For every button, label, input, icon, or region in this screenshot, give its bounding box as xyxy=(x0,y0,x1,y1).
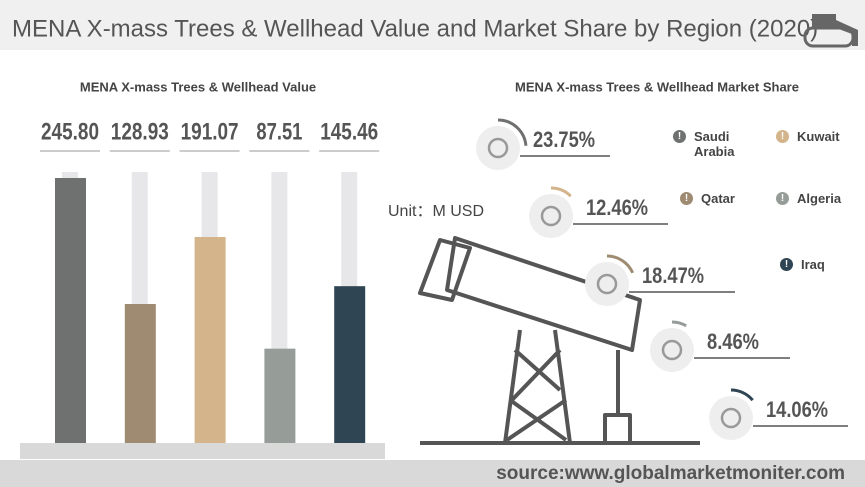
page-title: MENA X-mass Trees & Wellhead Value and M… xyxy=(12,15,818,42)
icon-glyph xyxy=(487,137,509,159)
legend-label: Saudi Arabia xyxy=(694,129,735,159)
legend-swatch: ! xyxy=(680,192,693,205)
legend-swatch: ! xyxy=(673,130,686,143)
legend-label: Iraq xyxy=(801,257,825,272)
icon-circle xyxy=(585,262,629,306)
source: source:www.globalmarketmoniter.com xyxy=(496,463,845,484)
bar xyxy=(194,237,226,443)
icon-glyph xyxy=(661,339,683,361)
bulldozer-icon xyxy=(803,14,858,48)
share-arc xyxy=(671,320,687,328)
legend-item: ! Saudi Arabia xyxy=(673,129,746,159)
value-label: 128.93 xyxy=(111,118,169,145)
legend-item: ! Kuwait xyxy=(776,129,849,144)
chart-title: MENA X-mass Trees & Wellhead Market Shar… xyxy=(515,79,799,94)
unit-note: Unit：M USD xyxy=(388,203,484,220)
chart-title: MENA X-mass Trees & Wellhead Value xyxy=(80,79,316,94)
icon-circle xyxy=(650,328,694,372)
value-label: 87.51 xyxy=(256,118,302,145)
value-label: 245.80 xyxy=(41,118,99,145)
value-label: 14.06% xyxy=(766,397,828,422)
bar xyxy=(124,303,156,443)
legend-swatch: ! xyxy=(776,192,789,205)
icon-glyph xyxy=(596,273,618,295)
value-label: 23.75% xyxy=(533,127,595,152)
value-label: 145.46 xyxy=(320,118,378,145)
share-arc xyxy=(550,186,572,198)
bar xyxy=(334,286,366,443)
value-label: 191.07 xyxy=(181,118,239,145)
legend-item: ! Algeria xyxy=(776,191,849,206)
legend-item: ! Iraq xyxy=(780,257,853,272)
platform xyxy=(20,443,385,459)
icon-circle xyxy=(529,194,573,238)
bar xyxy=(264,348,296,443)
legend-label: Algeria xyxy=(797,191,842,206)
legend-item: ! Qatar xyxy=(680,191,753,206)
title-band xyxy=(0,0,865,50)
icon-glyph xyxy=(720,407,742,429)
value-label: 12.46% xyxy=(586,195,648,220)
legend-label: Qatar xyxy=(701,191,735,206)
legend-swatch: ! xyxy=(776,130,789,143)
share-arc xyxy=(730,388,754,402)
bar xyxy=(55,178,86,443)
value-label: 18.47% xyxy=(642,263,704,288)
icon-glyph xyxy=(540,205,562,227)
share-arc xyxy=(606,254,635,274)
pumpjack xyxy=(418,236,700,445)
share-arc xyxy=(497,118,528,146)
icon-circle xyxy=(709,396,753,440)
legend-swatch: ! xyxy=(780,258,793,271)
legend-label: Kuwait xyxy=(797,129,840,144)
source-band xyxy=(0,460,865,487)
icon-circle xyxy=(476,126,520,170)
value-label: 8.46% xyxy=(707,329,759,354)
